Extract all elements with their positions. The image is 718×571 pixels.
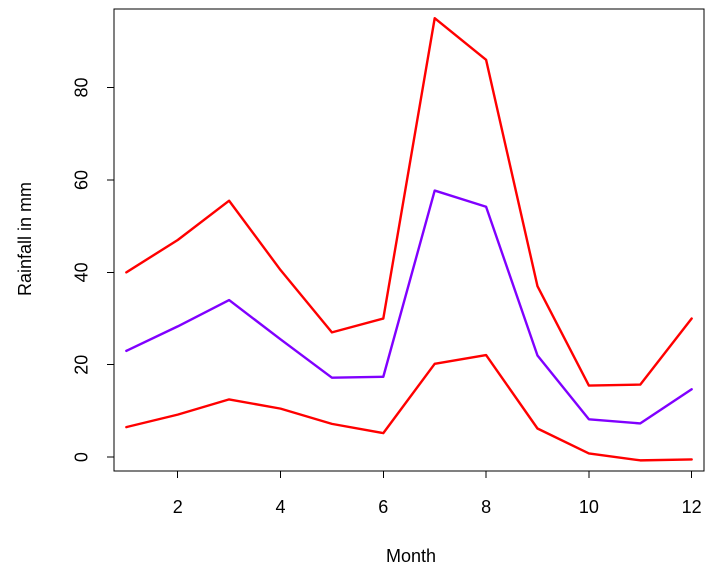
series-line-1 (125, 17, 693, 387)
y-tick-label: 0 (72, 452, 92, 462)
x-tick-label: 10 (579, 497, 599, 517)
plot-area (113, 8, 705, 472)
y-axis: 0 20 40 60 80 (72, 78, 115, 462)
x-tick-label: 6 (378, 497, 388, 517)
x-axis: 2 4 6 8 10 12 (173, 470, 702, 517)
x-tick-label: 8 (481, 497, 491, 517)
series-line-2 (125, 189, 693, 425)
series-line-3 (125, 353, 693, 462)
x-tick-label: 12 (682, 497, 702, 517)
y-tick-label: 20 (72, 355, 92, 375)
x-tick-label: 4 (276, 497, 286, 517)
y-tick-label: 40 (72, 262, 92, 282)
plot-frame (113, 8, 705, 472)
y-tick-label: 80 (72, 78, 92, 98)
y-axis-title: Rainfall in mm (15, 182, 35, 296)
x-axis-title: Month (386, 546, 436, 566)
series-layer (125, 17, 693, 462)
y-tick-label: 60 (72, 170, 92, 190)
x-tick-label: 2 (173, 497, 183, 517)
